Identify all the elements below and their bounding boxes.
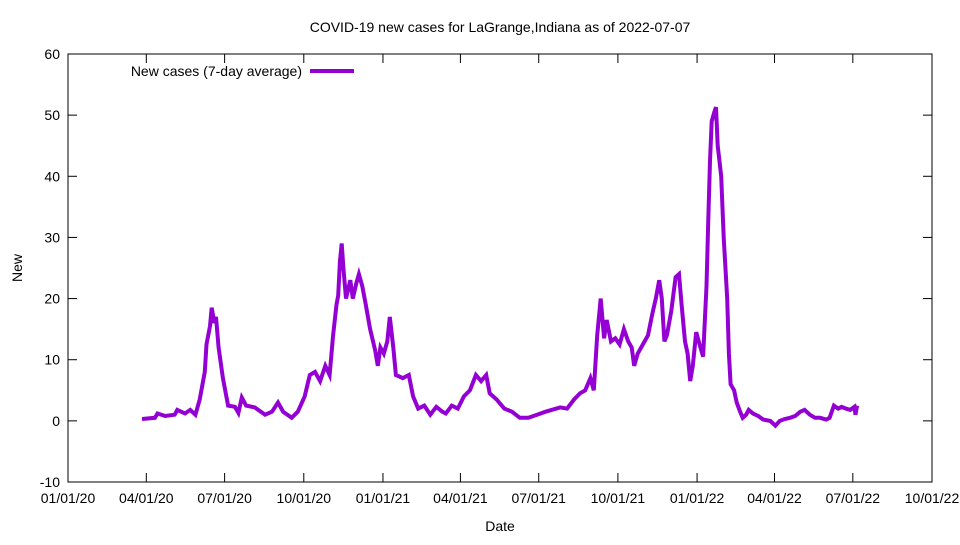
x-tick-label: 10/01/20 [277, 490, 332, 506]
x-tick-label: 10/01/21 [591, 490, 646, 506]
y-tick-label: 60 [44, 46, 60, 62]
chart-title: COVID-19 new cases for LaGrange,Indiana … [310, 19, 691, 35]
x-tick-label: 10/01/22 [905, 490, 960, 506]
y-tick-label: -10 [40, 474, 60, 490]
x-tick-label: 04/01/21 [433, 490, 488, 506]
series-line [141, 106, 860, 429]
legend-label: New cases (7-day average) [131, 63, 302, 79]
y-tick-label: 30 [44, 229, 60, 245]
plot-border [67, 53, 933, 483]
x-tick-label: 07/01/22 [826, 490, 881, 506]
x-axis-label: Date [485, 518, 515, 534]
x-tick-label: 01/01/20 [41, 490, 96, 506]
x-tick-label: 07/01/20 [197, 490, 252, 506]
y-tick-label: 50 [44, 107, 60, 123]
y-axis-label: New [9, 253, 25, 282]
x-tick-label: 07/01/21 [511, 490, 566, 506]
x-tick-label: 04/01/20 [119, 490, 174, 506]
axes: -10 0 10 20 30 40 50 60 01/01/20 04/01/20 07/01/20… [40, 46, 960, 506]
y-tick-label: 10 [44, 352, 60, 368]
y-tick-label: 20 [44, 291, 60, 307]
x-tick-label: 04/01/22 [747, 490, 802, 506]
legend: New cases (7-day average) [131, 63, 354, 79]
x-tick-label: 01/01/22 [670, 490, 725, 506]
y-tick-label: 40 [44, 168, 60, 184]
y-tick-label: 0 [52, 413, 60, 429]
plot-area [141, 106, 860, 429]
x-tick-label: 01/01/21 [356, 490, 411, 506]
